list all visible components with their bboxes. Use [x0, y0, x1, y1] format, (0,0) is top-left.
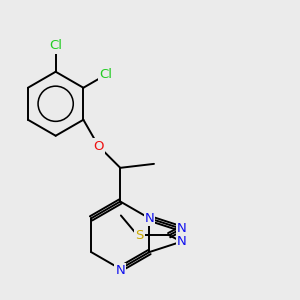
Text: N: N — [177, 235, 186, 248]
Text: N: N — [177, 222, 186, 235]
Text: N: N — [145, 212, 154, 225]
Text: N: N — [116, 264, 125, 278]
Text: S: S — [135, 229, 144, 242]
Text: O: O — [93, 140, 104, 152]
Text: Cl: Cl — [99, 68, 112, 81]
Text: Cl: Cl — [49, 40, 62, 52]
